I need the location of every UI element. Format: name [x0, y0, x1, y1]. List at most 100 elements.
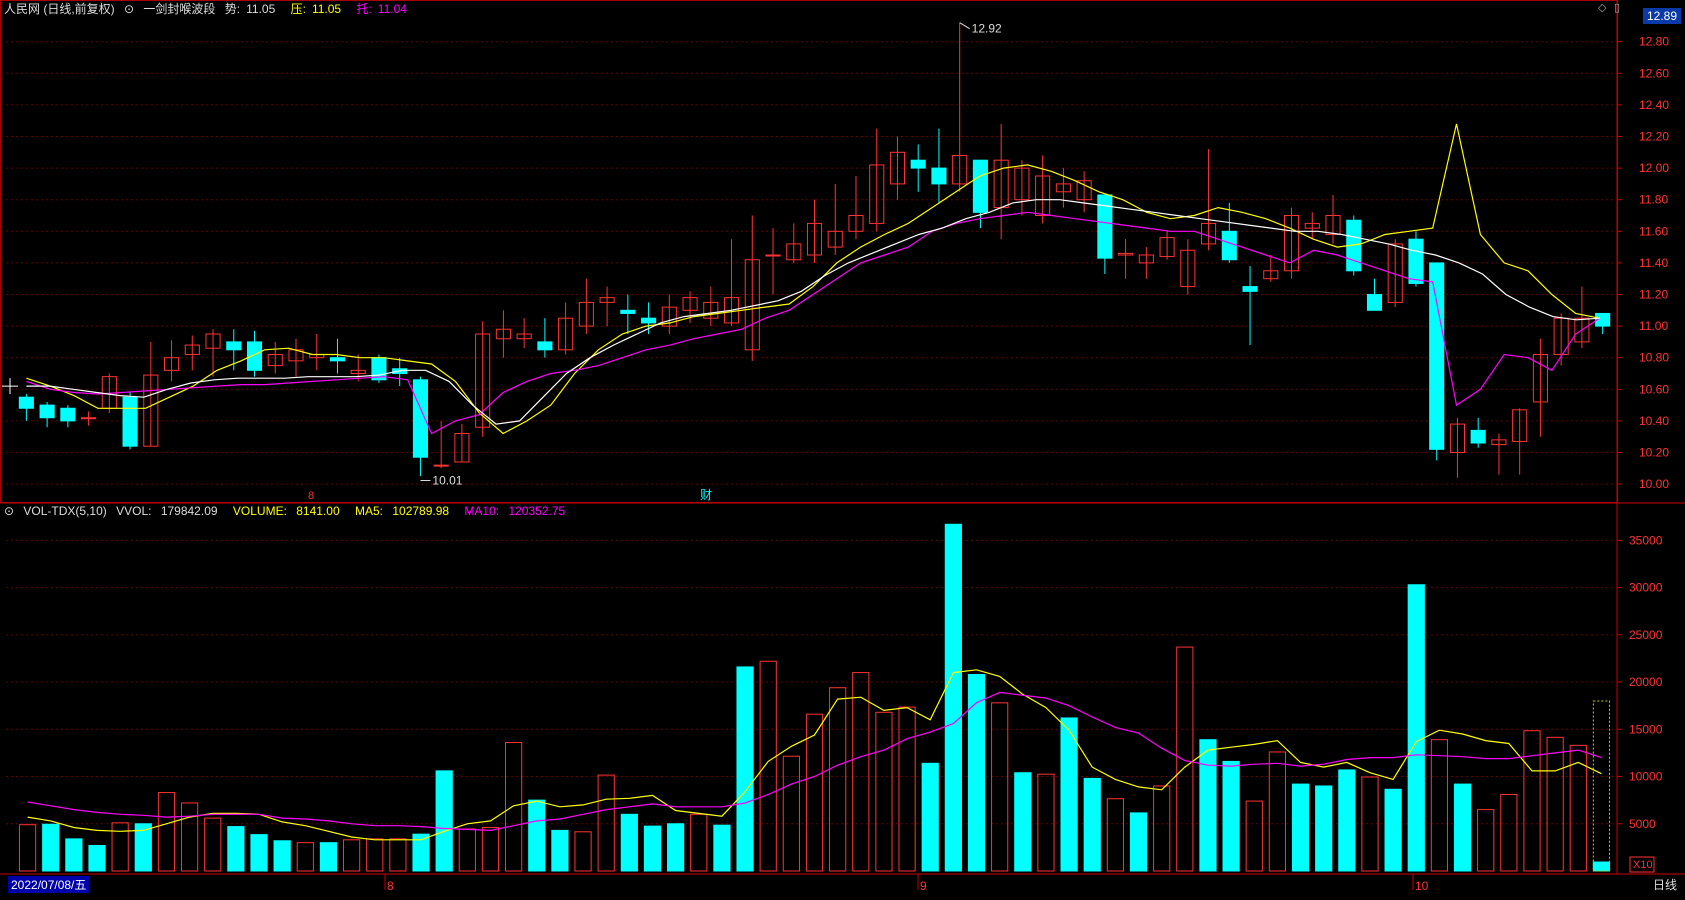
- volume-bar-down: [1014, 772, 1032, 872]
- candle-up: [1512, 409, 1528, 442]
- candle-up: [1035, 175, 1051, 216]
- indicator-dropdown-icon[interactable]: ⊙: [124, 2, 135, 16]
- volume-bar-up: [805, 713, 824, 872]
- volume-bar-down: [1384, 788, 1402, 872]
- candle-up: [1387, 243, 1403, 303]
- x10-label: X10: [1633, 859, 1653, 871]
- x10-box: [1629, 856, 1655, 873]
- candle-up: [1159, 237, 1175, 258]
- candle-up: [81, 417, 97, 420]
- volume-bar-up: [690, 813, 708, 872]
- candle-up: [1180, 249, 1196, 288]
- candle-down: [1470, 429, 1486, 444]
- volume-bar-down: [273, 840, 291, 872]
- panel-toggle-icon[interactable]: ▯: [1614, 2, 1621, 14]
- price-axis-label: 11.80: [1639, 193, 1668, 207]
- volume-bar-up: [898, 706, 916, 872]
- candle-down: [1097, 194, 1113, 259]
- price-axis-label: 10.00: [1639, 477, 1669, 491]
- volume-bar-up: [1500, 793, 1518, 872]
- volume-bar-down: [319, 842, 338, 872]
- volume-indicator-name[interactable]: VOL-TDX(5,10): [23, 504, 107, 518]
- candle-up: [516, 333, 532, 340]
- volume-dropdown-icon[interactable]: ⊙: [4, 504, 15, 518]
- candle-up: [869, 164, 885, 224]
- volume-bar-up: [1106, 798, 1124, 872]
- month-label: 8: [387, 879, 394, 893]
- candle-up: [558, 317, 574, 351]
- volume-bar-up: [875, 711, 893, 872]
- tuo-value: 11.04: [377, 2, 407, 16]
- volume-axis-label: 30000: [1629, 581, 1663, 595]
- volume-bar-down: [1083, 777, 1101, 872]
- candle-down: [910, 159, 926, 169]
- shi-value: 11.05: [246, 2, 276, 16]
- volume-bar-down: [967, 673, 986, 872]
- candle-up: [1055, 183, 1071, 193]
- cursor-date-label: 2022/07/08/五: [8, 876, 90, 893]
- period-button[interactable]: 日线: [1652, 878, 1677, 892]
- volume-bar-up: [366, 838, 384, 872]
- ya-value: 11.05: [311, 2, 342, 16]
- volume-bar-down: [736, 666, 754, 872]
- price-axis-label: 10.80: [1639, 351, 1669, 365]
- price-axis-label: 12.80: [1639, 35, 1669, 49]
- candle-up: [578, 301, 594, 327]
- ma5-label: MA5:: [354, 504, 383, 518]
- volume-bar-up: [204, 817, 222, 872]
- candle-up: [1325, 215, 1341, 235]
- ma-yellow-line: [26, 123, 1600, 435]
- volume-bar-up: [1037, 773, 1055, 872]
- candle-down: [1242, 286, 1258, 292]
- volume-value: 8141.00: [296, 504, 340, 518]
- month-label: 9: [920, 879, 927, 893]
- ya-label: 压:: [290, 2, 306, 16]
- volume-bar-up: [343, 839, 361, 872]
- volume-bar-up: [782, 755, 800, 872]
- panel-settings-icon[interactable]: ◇: [1598, 2, 1607, 14]
- price-axis-label: 12.40: [1639, 98, 1669, 112]
- volume-bar-down: [667, 823, 685, 872]
- high-marker-line: [959, 22, 970, 30]
- candle-up: [475, 333, 491, 428]
- volume-bar-down: [643, 825, 662, 872]
- candle-up: [848, 215, 864, 232]
- candle-down: [1429, 262, 1445, 450]
- candle-down: [39, 404, 55, 419]
- volume-bar-up: [597, 774, 615, 872]
- volume-bar-up: [458, 828, 476, 872]
- candle-up: [786, 243, 802, 261]
- volume-label: VOLUME:: [232, 504, 287, 518]
- tuo-label: 托:: [356, 2, 372, 16]
- volume-bar-down: [921, 762, 939, 872]
- indicator-name[interactable]: 一剑封喉波段: [143, 2, 216, 16]
- candle-up: [1076, 180, 1092, 201]
- volume-bar-down: [412, 833, 430, 872]
- volume-bar-up: [1245, 800, 1263, 872]
- volume-bar-up: [505, 742, 523, 872]
- volume-bar-up: [574, 831, 592, 872]
- candle-up: [599, 297, 615, 303]
- volume-bar-down: [65, 838, 83, 872]
- volume-axis-label: 5000: [1629, 817, 1656, 831]
- candle-up: [495, 328, 511, 340]
- candle-down: [931, 167, 947, 185]
- stock-name[interactable]: 人民网 (日线,前复权): [4, 2, 115, 16]
- candle-up: [350, 369, 366, 374]
- high-annotation: 12.92: [972, 22, 1002, 36]
- volume-ma10-line: [27, 691, 1602, 832]
- candle-up: [682, 297, 698, 311]
- low-annotation: 10.01: [432, 474, 462, 488]
- candle-up: [433, 464, 449, 467]
- volume-axis-label: 10000: [1629, 770, 1663, 784]
- volume-ma5-line: [27, 669, 1602, 841]
- volume-axis-label: 15000: [1629, 722, 1663, 736]
- volume-bar-up: [111, 822, 129, 872]
- candle-up: [1263, 270, 1279, 280]
- candle-down: [122, 396, 138, 447]
- candle-up: [1118, 252, 1134, 256]
- vvol-value: 179842.09: [160, 504, 218, 518]
- candle-down: [641, 317, 657, 324]
